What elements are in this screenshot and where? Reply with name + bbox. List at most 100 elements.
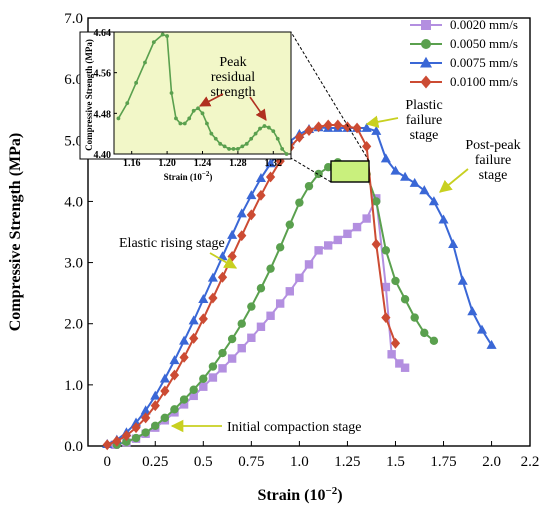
diamond-marker <box>208 292 218 304</box>
diamond-marker <box>371 238 381 250</box>
y-tick-label: 6.0 <box>64 72 83 88</box>
inset-point <box>284 152 289 156</box>
square-marker <box>208 373 218 382</box>
circle-marker <box>421 39 431 49</box>
diamond-marker <box>390 337 401 349</box>
square-marker <box>343 229 352 239</box>
circle-marker <box>285 220 294 229</box>
triangle-marker <box>409 177 420 187</box>
diamond-marker <box>246 209 256 221</box>
circle-marker <box>266 264 275 273</box>
inset-chart: 1.16 1.20 1.24 1.28 1.32 4.40 4.48 4.56 4.64 <box>94 28 289 169</box>
diamond-marker <box>381 312 391 324</box>
inset-point <box>271 129 276 134</box>
inset-point <box>249 136 254 141</box>
inset-point <box>174 116 178 121</box>
y-axis: 0.0 1.0 2.0 3.0 4.0 5.0 6.0 7.0 <box>64 11 93 455</box>
square-marker <box>275 299 285 308</box>
triangle-marker <box>265 158 276 168</box>
diamond-marker <box>227 250 237 262</box>
triangle-marker <box>207 272 218 282</box>
series-line <box>116 161 435 446</box>
diamond-marker <box>420 75 432 89</box>
triangle-marker <box>467 306 478 316</box>
inset-point <box>151 40 156 45</box>
circle-marker <box>237 319 246 328</box>
diamond-marker <box>294 131 305 143</box>
inset-point <box>125 101 130 106</box>
peak-residual-arrow-right <box>249 96 267 121</box>
triangle-marker <box>188 315 199 325</box>
square-marker <box>285 287 294 296</box>
inset-point <box>262 124 267 128</box>
diamond-marker <box>102 439 112 451</box>
x-axis: 0 0.25 0.5 0.75 1.0 1.25 1.5 1.75 2.0 2.2 <box>103 441 539 470</box>
inset-y-axis-title: Compressive Strength (MPa) <box>84 39 94 151</box>
triangle-marker <box>438 214 449 224</box>
triangle-marker <box>400 171 411 181</box>
inset-point <box>222 144 227 149</box>
square-marker <box>400 363 410 372</box>
circle-marker <box>295 198 304 207</box>
inset-series-line <box>117 33 288 155</box>
square-marker <box>362 214 371 223</box>
square-marker <box>421 20 431 30</box>
triangle-marker <box>246 190 257 200</box>
legend-label: 0.0050 mm/s <box>450 36 518 51</box>
triangle-marker <box>150 390 161 400</box>
diamond-marker <box>160 385 170 397</box>
legend-label: 0.0075 mm/s <box>450 55 518 70</box>
diamond-marker <box>169 369 180 381</box>
square-marker <box>333 235 343 245</box>
inset-point <box>205 121 209 126</box>
zoom-connector-right <box>290 31 370 162</box>
square-marker <box>304 260 314 269</box>
circle-marker <box>275 243 285 252</box>
inset-point <box>240 144 245 149</box>
annotation-plastic-failure-line1: Plastic <box>405 98 442 113</box>
inset-point <box>218 141 223 146</box>
inset-x-tick-label: 1.20 <box>158 158 176 169</box>
square-marker <box>256 322 266 331</box>
y-axis-title: Compressive Strength (MPa) <box>7 133 24 332</box>
circle-marker <box>160 413 170 423</box>
circle-marker <box>179 395 189 404</box>
annotation-post-peak-line3: stage <box>479 168 508 183</box>
circle-marker <box>429 336 439 346</box>
x-tick-label: 1.75 <box>430 454 456 470</box>
inset-point <box>191 108 196 113</box>
circle-marker <box>131 433 141 443</box>
square-marker <box>189 391 198 401</box>
square-marker <box>295 273 304 283</box>
plot-area-frame <box>87 17 531 447</box>
circle-marker <box>304 181 314 191</box>
circle-marker <box>420 328 429 338</box>
inset-point <box>165 34 170 38</box>
x-axis-title: Strain (10−2) <box>257 485 342 504</box>
x-tick-label: 1.5 <box>386 454 405 470</box>
annotation-plastic-failure-line3: stage <box>410 128 439 143</box>
diamond-marker <box>121 430 132 442</box>
diamond-marker <box>304 125 314 136</box>
post-peak-arrow <box>439 168 469 193</box>
inset-y-tick-label: 4.64 <box>94 28 112 39</box>
square-marker <box>179 400 189 409</box>
circle-marker <box>372 197 381 206</box>
y-tick-label: 3.0 <box>64 256 83 272</box>
inset-point <box>187 116 192 121</box>
circle-marker <box>227 334 237 344</box>
annotation-plastic-failure-line2: failure <box>406 113 443 128</box>
inset-point <box>169 91 174 95</box>
elastic-rising-arrow <box>209 252 238 269</box>
inset-x-axis-title: Strain (10−2) <box>164 170 213 182</box>
y-tick-label: 7.0 <box>64 11 83 27</box>
triangle-marker <box>390 165 401 175</box>
circle-marker <box>381 246 391 255</box>
y-tick-label: 0.0 <box>64 439 83 455</box>
square-marker <box>227 354 237 363</box>
diamond-marker <box>333 119 343 131</box>
diamond-marker <box>237 230 247 242</box>
circle-marker <box>400 295 410 304</box>
triangle-marker <box>419 185 430 195</box>
